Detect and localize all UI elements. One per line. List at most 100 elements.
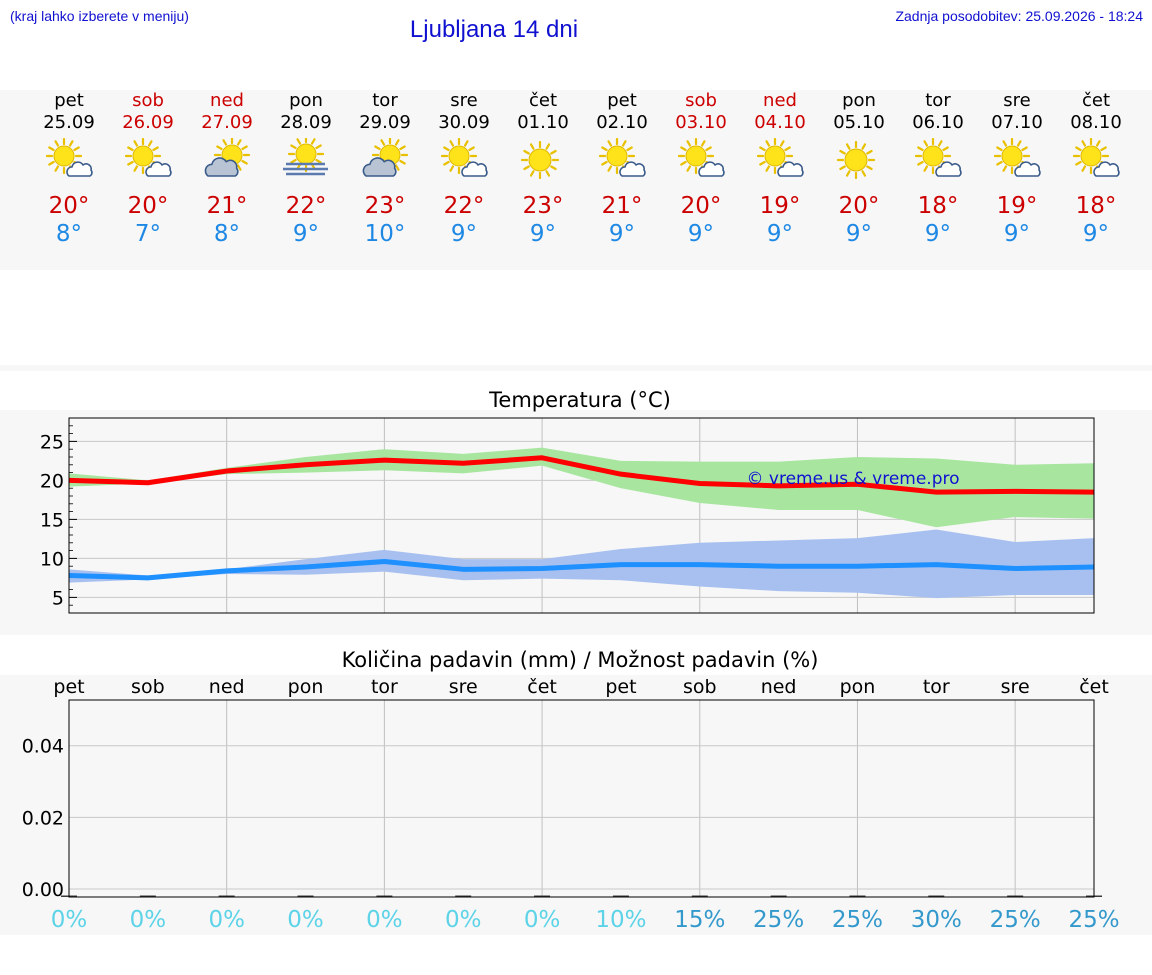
max-temperature: 22° xyxy=(285,193,327,219)
precip-probability: 30% xyxy=(911,907,962,933)
page-title: Ljubljana 14 dni xyxy=(409,16,579,43)
precip-probability: 15% xyxy=(674,907,725,933)
precip-day-label: sob xyxy=(683,676,717,698)
forecast-day: čet 08.10 18° 9° xyxy=(1056,90,1136,248)
precip-chart-title: Količina padavin (mm) / Možnost padavin … xyxy=(341,648,819,672)
precip-probability: 0% xyxy=(130,907,167,933)
day-name: tor xyxy=(372,90,398,111)
sun-cloud-icon xyxy=(677,138,725,177)
min-temperature: 9° xyxy=(292,221,320,247)
day-date: 27.09 xyxy=(201,112,253,133)
y-tick-label: 5 xyxy=(52,587,64,609)
y-tick-label: 15 xyxy=(40,509,64,531)
min-temperature: 9° xyxy=(450,221,478,247)
min-temperature: 9° xyxy=(924,221,952,247)
precip-probability: 0% xyxy=(366,907,403,933)
precip-probability: 25% xyxy=(832,907,883,933)
precip-day-label: pon xyxy=(840,676,876,698)
cloud-sun-icon xyxy=(362,138,409,177)
max-temperature: 20° xyxy=(838,193,880,219)
precip-bar xyxy=(139,895,156,897)
day-name: sre xyxy=(1003,90,1031,111)
precip-bar xyxy=(770,895,787,897)
sun-cloud-icon xyxy=(993,138,1041,177)
location-hint: (kraj lahko izberete v meniju) xyxy=(10,8,189,24)
max-temperature: 19° xyxy=(759,193,801,219)
precip-bar xyxy=(612,895,629,897)
forecast-day: tor 29.09 23° 10° xyxy=(345,90,425,248)
precip-day-label: ned xyxy=(761,676,797,698)
precip-day-label: tor xyxy=(371,676,398,698)
precip-bar xyxy=(534,895,551,897)
day-date: 06.10 xyxy=(912,112,964,133)
sun-cloud-icon xyxy=(1072,138,1120,177)
sun-cloud-icon xyxy=(756,138,804,177)
divider xyxy=(0,365,1152,371)
max-temperature: 18° xyxy=(917,193,959,219)
day-date: 29.09 xyxy=(359,112,411,133)
day-name: čet xyxy=(1081,90,1111,111)
min-temperature: 9° xyxy=(1082,221,1110,247)
day-name: čet xyxy=(528,90,558,111)
forecast-panel: pet 25.09 20° 8° sob 26.09 20° 7° ned 27.09 21° 8° p… xyxy=(0,90,1152,270)
min-temperature: 9° xyxy=(529,221,557,247)
forecast-day: čet 01.10 23° 9° xyxy=(503,90,583,248)
sun-fog-icon xyxy=(283,138,328,176)
sun-cloud-icon xyxy=(124,138,172,177)
day-date: 28.09 xyxy=(280,112,332,133)
day-name: sob xyxy=(685,90,717,111)
precip-day-label: pon xyxy=(288,676,324,698)
min-temperature-band xyxy=(69,529,1094,599)
cloud-sun-icon xyxy=(204,138,251,177)
precip-day-label: pet xyxy=(53,676,84,698)
max-temperature: 22° xyxy=(443,193,485,219)
min-temperature: 9° xyxy=(687,221,715,247)
day-date: 25.09 xyxy=(43,112,95,133)
temperature-plot-frame xyxy=(68,417,1095,614)
forecast-day: sob 03.10 20° 9° xyxy=(661,90,741,248)
precip-probability: 0% xyxy=(524,907,561,933)
precip-bar xyxy=(928,895,945,897)
y-tick-label: 0.04 xyxy=(22,736,64,758)
day-date: 07.10 xyxy=(991,112,1043,133)
precip-probability: 25% xyxy=(1068,907,1119,933)
max-temperature: 21° xyxy=(206,193,248,219)
precip-day-label: tor xyxy=(923,676,950,698)
day-name: sre xyxy=(450,90,478,111)
precip-plot-frame xyxy=(68,699,1095,898)
day-date: 01.10 xyxy=(517,112,569,133)
forecast-day: pet 25.09 20° 8° xyxy=(29,90,109,248)
forecast-day: pet 02.10 21° 9° xyxy=(582,90,662,248)
min-temperature: 9° xyxy=(845,221,873,247)
last-updated: Zadnja posodobitev: 25.09.2026 - 18:24 xyxy=(895,8,1143,24)
day-date: 02.10 xyxy=(596,112,648,133)
max-temperature: 21° xyxy=(601,193,643,219)
precip-day-label: sob xyxy=(131,676,165,698)
day-name: pet xyxy=(54,90,84,111)
precip-day-label: čet xyxy=(527,676,557,698)
precip-day-label: ned xyxy=(209,676,245,698)
sun-icon xyxy=(520,140,560,180)
forecast-day: pon 28.09 22° 9° xyxy=(266,90,346,248)
sun-cloud-icon xyxy=(914,138,962,177)
sun-cloud-icon xyxy=(45,138,93,177)
precip-day-label: pet xyxy=(605,676,636,698)
day-date: 08.10 xyxy=(1070,112,1122,133)
max-temperature: 20° xyxy=(680,193,722,219)
day-name: pet xyxy=(607,90,637,111)
precip-day-label: sre xyxy=(449,676,478,698)
day-name: ned xyxy=(763,90,797,111)
day-date: 30.09 xyxy=(438,112,490,133)
day-date: 26.09 xyxy=(122,112,174,133)
precip-bar xyxy=(1007,895,1024,897)
max-temperature: 18° xyxy=(1075,193,1117,219)
sun-cloud-icon xyxy=(598,138,646,177)
sun-icon xyxy=(836,140,876,180)
temperature-chart-title: Temperatura (°C) xyxy=(489,388,671,412)
precip-probability: 25% xyxy=(753,907,804,933)
precip-bar xyxy=(849,895,866,897)
y-tick-label: 0.02 xyxy=(22,807,64,829)
min-temperature: 10° xyxy=(364,221,406,247)
min-temperature-line xyxy=(68,559,1095,581)
forecast-day: sre 30.09 22° 9° xyxy=(424,90,504,248)
